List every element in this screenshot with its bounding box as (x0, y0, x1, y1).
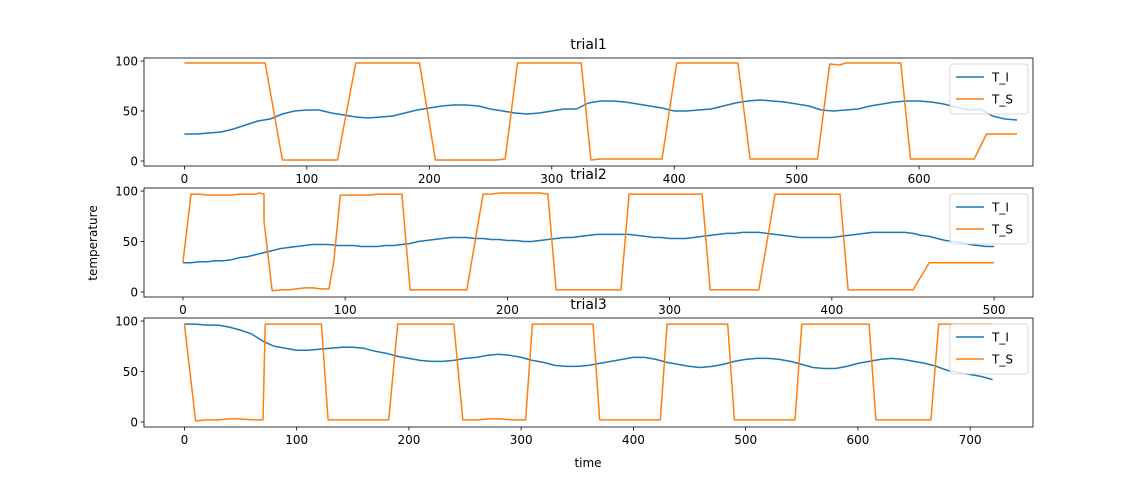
x-tick-label: 100 (285, 433, 308, 447)
series-line-t-s (184, 63, 1017, 160)
series-line-t-s (184, 324, 992, 421)
series-line-t-i (184, 100, 1017, 134)
y-tick-label: 100 (115, 315, 138, 329)
legend: T_I T_S (950, 64, 1028, 114)
subplot-1: 0 100 200 300 400 500 600 0 50 100 trial1 T_I T_S (115, 37, 1033, 186)
y-tick-label: 0 (130, 155, 138, 169)
subplot-3: 0 100 200 300 400 500 600 700 0 50 100 trial3 T_I T_S (115, 297, 1033, 447)
legend-label: T_S (991, 353, 1013, 367)
x-tick-label: 500 (983, 303, 1006, 317)
legend-box (950, 324, 1028, 374)
subplot-2: 0 100 200 300 400 500 0 50 100 trial2 T_I T_S (115, 167, 1033, 317)
axes-frame (144, 318, 1033, 427)
axes-frame (144, 188, 1033, 297)
x-tick-label: 200 (496, 303, 519, 317)
x-tick-label: 400 (622, 433, 645, 447)
legend-label: T_S (991, 93, 1013, 107)
axes-frame (144, 58, 1033, 166)
series-line-t-s (183, 193, 994, 291)
x-tick-label: 200 (418, 172, 441, 186)
x-tick-label: 400 (663, 172, 686, 186)
subplot-title: trial3 (570, 297, 607, 313)
x-axis-label: time (574, 456, 601, 470)
y-tick-label: 100 (115, 185, 138, 199)
x-tick-label: 0 (181, 433, 189, 447)
x-tick-label: 600 (908, 172, 931, 186)
x-tick-label: 700 (959, 433, 982, 447)
series-line-t-i (183, 232, 994, 262)
y-tick-label: 100 (115, 55, 138, 69)
y-tick-label: 50 (123, 235, 138, 249)
y-tick-label: 0 (130, 415, 138, 429)
x-tick-label: 300 (510, 433, 533, 447)
legend: T_I T_S (950, 194, 1028, 244)
legend-label: T_S (991, 223, 1013, 237)
x-tick-label: 0 (179, 303, 187, 317)
x-tick-label: 500 (785, 172, 808, 186)
x-tick-label: 400 (820, 303, 843, 317)
x-tick-label: 100 (295, 172, 318, 186)
subplot-title: trial1 (570, 37, 607, 53)
legend: T_I T_S (950, 324, 1028, 374)
legend-box (950, 64, 1028, 114)
subplot-title: trial2 (570, 167, 607, 183)
y-tick-label: 0 (130, 285, 138, 299)
y-axis-label: temperature (86, 205, 100, 280)
x-tick-label: 0 (181, 172, 189, 186)
x-tick-label: 600 (846, 433, 869, 447)
legend-label: T_I (991, 201, 1009, 215)
y-tick-label: 50 (123, 365, 138, 379)
x-tick-label: 100 (334, 303, 357, 317)
x-tick-label: 300 (658, 303, 681, 317)
legend-label: T_I (991, 71, 1009, 85)
legend-label: T_I (991, 331, 1009, 345)
x-tick-label: 200 (397, 433, 420, 447)
y-tick-label: 50 (123, 105, 138, 119)
legend-box (950, 194, 1028, 244)
x-tick-label: 500 (734, 433, 757, 447)
x-tick-label: 300 (540, 172, 563, 186)
